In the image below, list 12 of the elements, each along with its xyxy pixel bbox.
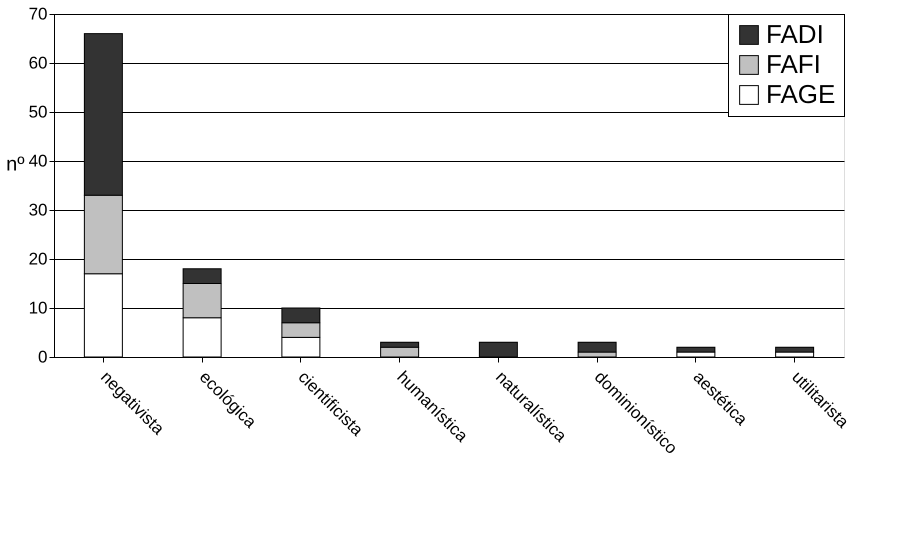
legend-label: FAGE <box>766 79 836 109</box>
y-axis-title: nº <box>6 154 26 176</box>
legend-label: FADI <box>766 19 824 49</box>
y-tick-label: 70 <box>28 4 48 24</box>
legend-label: FAFI <box>766 49 821 79</box>
y-tick-label: 0 <box>38 348 48 366</box>
y-tick-label: 40 <box>28 152 48 170</box>
y-tick-label: 30 <box>28 200 48 220</box>
y-tick-label: 50 <box>28 102 48 122</box>
y-tick-label: 10 <box>28 298 48 318</box>
y-tick-label: 60 <box>28 54 48 72</box>
y-tick-label: 20 <box>28 250 48 268</box>
